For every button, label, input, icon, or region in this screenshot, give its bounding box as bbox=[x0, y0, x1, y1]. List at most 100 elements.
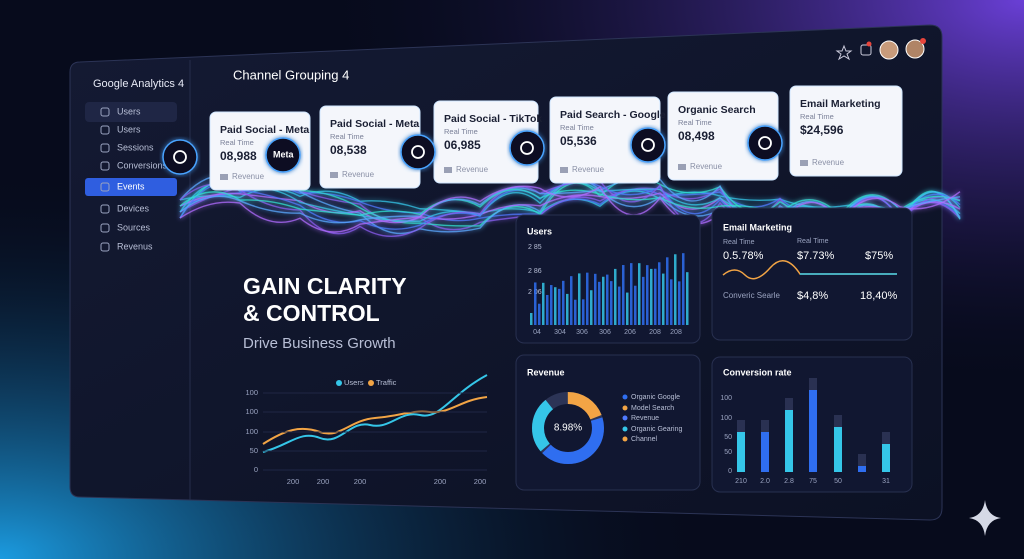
sidebar-item[interactable]: Sources bbox=[117, 222, 151, 232]
legend-dot-users bbox=[336, 380, 342, 386]
legend-dot bbox=[622, 394, 628, 400]
card-footer-icon bbox=[444, 167, 452, 173]
bar bbox=[666, 257, 669, 325]
axis-label: 304 bbox=[554, 329, 566, 336]
bar bbox=[558, 288, 561, 325]
panel-title: Users bbox=[527, 226, 552, 236]
icon-glyph bbox=[411, 145, 425, 159]
axis-label: 100 bbox=[245, 427, 258, 436]
axis-label: 0 bbox=[728, 468, 732, 475]
card-footer: Revenue bbox=[232, 172, 265, 181]
card-footer-icon bbox=[800, 160, 808, 166]
card-value: 06,985 bbox=[444, 138, 481, 152]
axis-label: 208 bbox=[649, 329, 661, 336]
bar bbox=[570, 276, 573, 325]
card-footer: Revenue bbox=[572, 165, 605, 174]
donut-segment bbox=[532, 392, 604, 464]
metric-value: 0.5.78% bbox=[723, 250, 764, 262]
panel-title: Conversion rate bbox=[723, 367, 792, 377]
axis-label: 04 bbox=[533, 329, 541, 336]
avatar[interactable] bbox=[905, 39, 925, 59]
bar bbox=[546, 294, 549, 325]
axis-label: 100 bbox=[245, 407, 258, 416]
bar bbox=[574, 299, 577, 325]
card-value: 05,536 bbox=[560, 134, 597, 148]
card-value: 08,538 bbox=[330, 143, 367, 157]
donut-center: 8.98% bbox=[554, 423, 582, 434]
bar bbox=[858, 466, 866, 472]
hero-line: GAIN CLARITY bbox=[243, 273, 407, 299]
bell-icon[interactable] bbox=[860, 44, 872, 56]
legend-dot-traffic bbox=[368, 380, 374, 386]
axis-label: 75 bbox=[809, 478, 817, 485]
panel-title: Email Marketing bbox=[723, 222, 792, 232]
metric-label: Real Time bbox=[797, 238, 829, 245]
star-icon[interactable] bbox=[835, 44, 853, 61]
sidebar-item[interactable]: Devices bbox=[117, 203, 150, 213]
bar bbox=[538, 303, 541, 325]
sidebar-item[interactable]: Sessions bbox=[117, 142, 154, 152]
legend-dot bbox=[622, 436, 628, 442]
sidebar-item[interactable]: Users bbox=[117, 106, 141, 116]
card-label: Real Time bbox=[800, 112, 834, 121]
sidebar-item[interactable]: Revenus bbox=[117, 241, 153, 251]
metric-value: $7.73% bbox=[797, 250, 835, 262]
icon-glyph bbox=[641, 138, 655, 152]
axis-label: 2.8 bbox=[784, 478, 794, 485]
bar bbox=[554, 287, 557, 325]
bar bbox=[606, 274, 609, 325]
sidebar-icon bbox=[100, 107, 110, 117]
axis-label: 2 85 bbox=[528, 244, 542, 251]
bar bbox=[530, 313, 533, 325]
bar bbox=[630, 263, 633, 325]
sidebar-item[interactable]: Users bbox=[117, 124, 141, 134]
axis-label: 2.0 bbox=[760, 478, 770, 485]
axis-label: 0 bbox=[254, 465, 258, 474]
sidebar-icon bbox=[100, 223, 110, 233]
card-label: Real Time bbox=[678, 118, 712, 127]
card-title: Paid Social - Meta bbox=[330, 118, 419, 130]
legend-dot bbox=[622, 426, 628, 432]
bar bbox=[542, 282, 545, 325]
axis-label: 2 86 bbox=[528, 268, 542, 275]
bar bbox=[578, 273, 581, 325]
bar bbox=[678, 281, 681, 325]
axis-label: 100 bbox=[720, 415, 732, 422]
axis-label: 200 bbox=[287, 477, 300, 486]
users-line bbox=[262, 374, 488, 453]
sidebar-item[interactable]: Conversions bbox=[117, 160, 168, 170]
metric-value: $4,8% bbox=[797, 290, 828, 302]
axis-label: 306 bbox=[576, 329, 588, 336]
channel-card[interactable] bbox=[789, 85, 903, 177]
traffic-line bbox=[262, 396, 488, 445]
metric-value: 18,40% bbox=[860, 290, 898, 302]
bar bbox=[638, 263, 641, 325]
app-title: Google Analytics 4 bbox=[93, 78, 184, 90]
avatar[interactable] bbox=[879, 40, 899, 60]
bar bbox=[646, 265, 649, 325]
sidebar-item[interactable]: Events bbox=[117, 181, 145, 191]
channel-icon bbox=[630, 127, 666, 163]
metric-label: Real Time bbox=[723, 239, 755, 246]
bar bbox=[882, 444, 890, 472]
card-footer-icon bbox=[560, 167, 568, 173]
bar bbox=[626, 292, 629, 325]
sidebar-highlight bbox=[85, 178, 177, 196]
card-title: Paid Social - TikTok bbox=[444, 113, 542, 125]
card-title: Email Marketing bbox=[800, 98, 881, 110]
bar bbox=[582, 299, 585, 325]
card-footer: Revenue bbox=[342, 170, 375, 179]
legend-label: Model Search bbox=[631, 405, 674, 412]
bar bbox=[670, 279, 673, 325]
axis-label: 50 bbox=[724, 449, 732, 456]
axis-label: 100 bbox=[720, 395, 732, 402]
card-footer: Revenue bbox=[456, 165, 489, 174]
card-value: 08,988 bbox=[220, 149, 257, 163]
axis-label: 200 bbox=[354, 477, 367, 486]
bar bbox=[562, 280, 565, 325]
bar bbox=[586, 272, 589, 325]
icon-glyph bbox=[520, 141, 534, 155]
channel-icon bbox=[509, 130, 545, 166]
axis-label: 306 bbox=[599, 329, 611, 336]
